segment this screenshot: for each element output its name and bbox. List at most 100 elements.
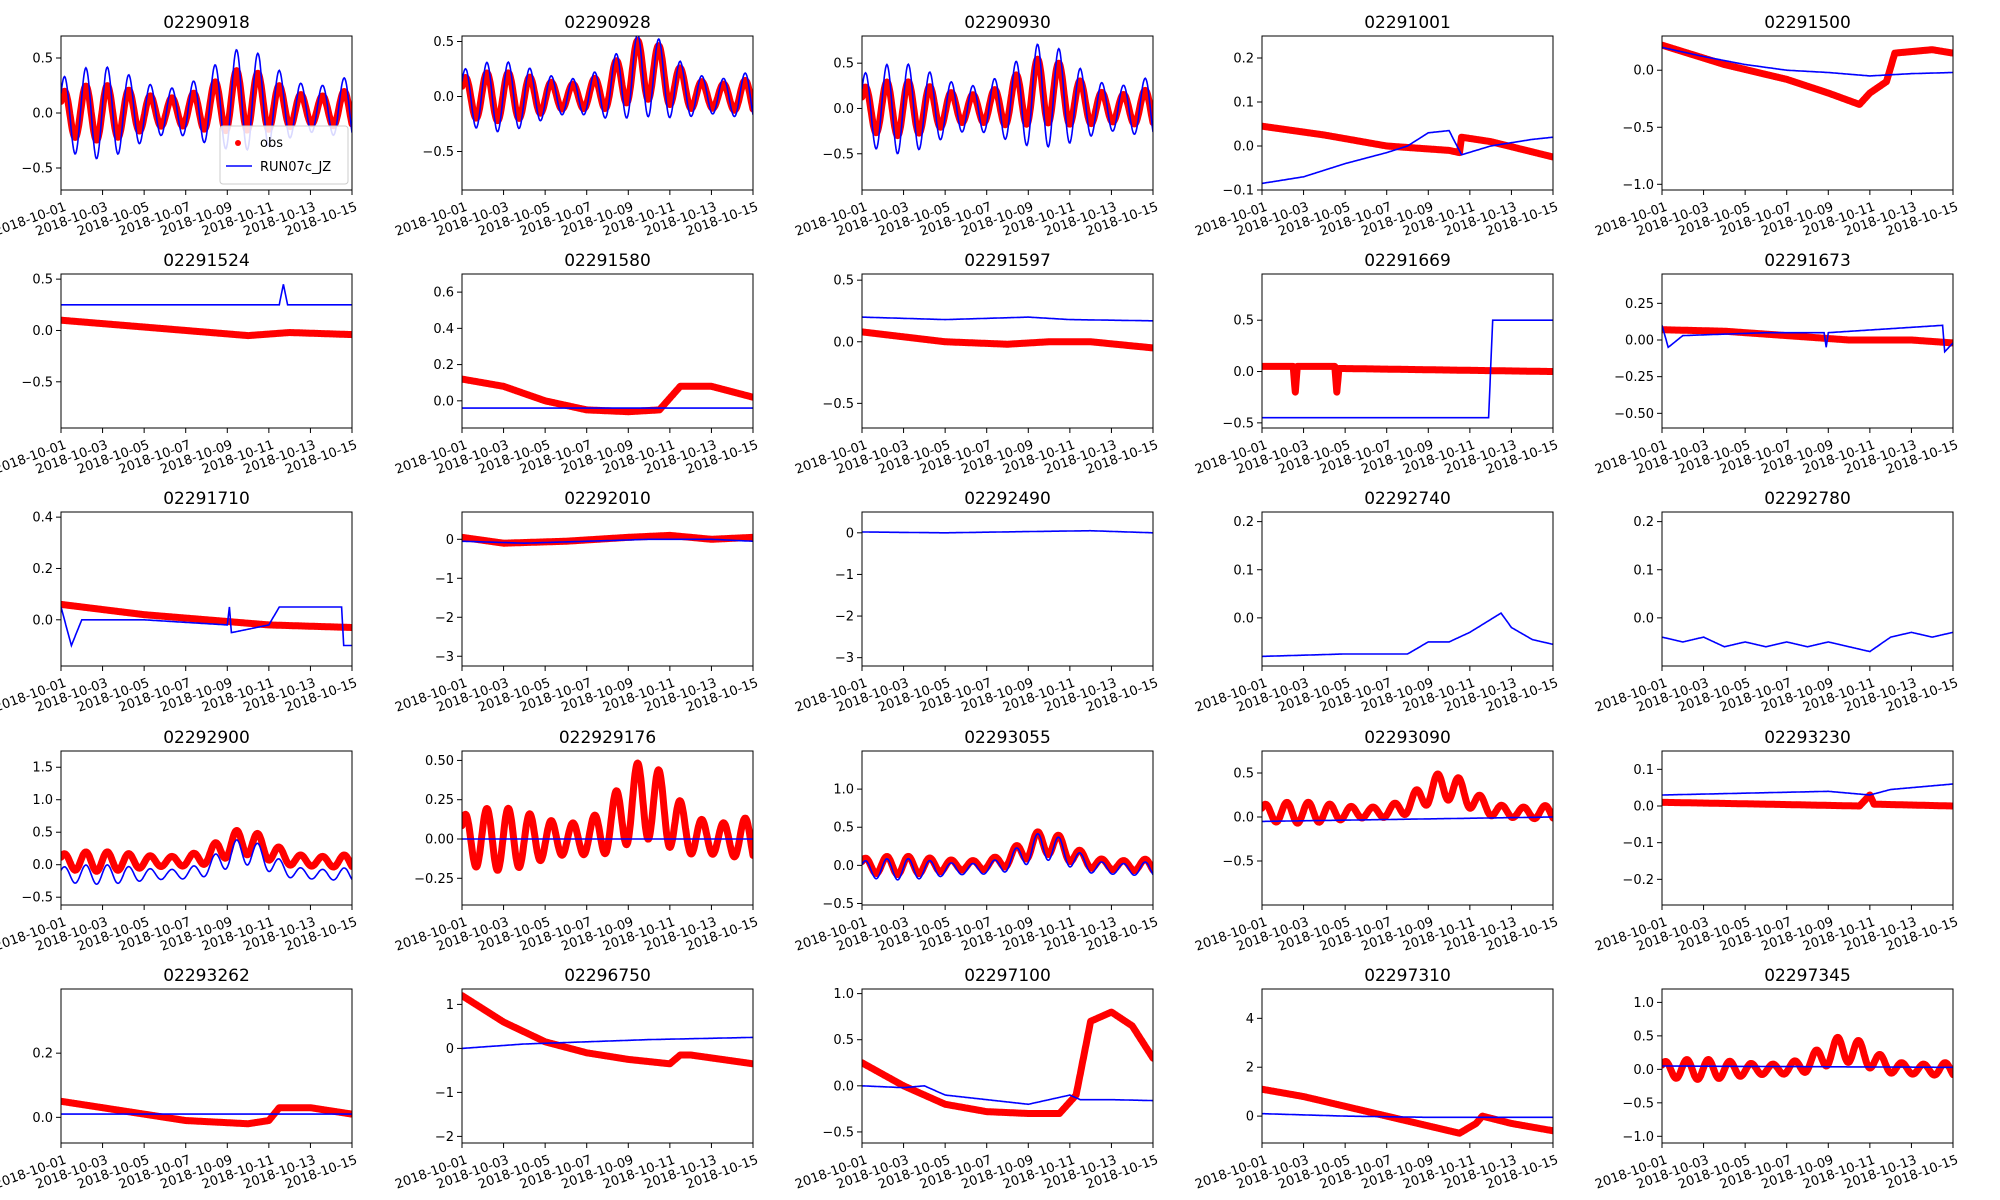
y-tick-label: 0.5	[833, 821, 854, 836]
axes-frame	[60, 988, 353, 1144]
obs-series	[61, 827, 352, 875]
y-tick-label: −0.5	[822, 1125, 854, 1140]
subplot-title: 02291580	[564, 251, 651, 271]
y-tick-label: 0.5	[32, 273, 53, 288]
y-tick-label: 0.0	[32, 613, 53, 628]
y-tick-label: 0	[446, 1042, 454, 1057]
obs-series	[61, 600, 352, 631]
subplot-title: 02293090	[1364, 728, 1451, 748]
y-tick-label: 0.2	[1233, 52, 1254, 67]
model-series	[862, 43, 1153, 155]
y-tick-label: −1	[835, 568, 854, 583]
axes-frame	[861, 35, 1154, 191]
y-tick-label: 0.5	[833, 57, 854, 72]
y-tick-label: −0.25	[414, 872, 454, 887]
y-tick-label: 0.2	[32, 1047, 53, 1062]
subplot-02292740: 022927400.00.10.22018-10-012018-10-03201…	[1193, 489, 1560, 716]
legend-model-label: RUN07c_JZ	[260, 160, 331, 175]
y-tick-label: 0.5	[1233, 314, 1254, 329]
axes-frame	[1661, 511, 1954, 667]
y-tick-label: −0.5	[21, 891, 53, 906]
subplot-title: 02291524	[163, 251, 250, 271]
axes-frame	[1261, 35, 1554, 191]
y-tick-label: 0.0	[1633, 64, 1654, 79]
axes-frame	[461, 511, 754, 667]
obs-series	[862, 828, 1153, 878]
y-tick-label: −2	[435, 611, 454, 626]
y-tick-label: 1.0	[833, 783, 854, 798]
y-tick-label: 1.5	[32, 761, 53, 776]
y-tick-label: −1.0	[1622, 178, 1654, 193]
obs-series	[1662, 791, 1953, 810]
subplot-title: 02293230	[1764, 728, 1851, 748]
y-tick-label: 0.6	[433, 286, 454, 301]
axes-frame	[461, 273, 754, 429]
y-tick-label: 0.5	[32, 826, 53, 841]
subplot-title: 02296750	[564, 966, 651, 986]
obs-series	[61, 316, 352, 340]
subplot-022929176: 022929176−0.250.000.250.502018-10-012018…	[393, 728, 760, 955]
obs-series	[1662, 41, 1953, 108]
y-tick-label: 0.5	[1633, 1029, 1654, 1044]
y-tick-label: −0.5	[21, 375, 53, 390]
subplot-title: 02291669	[1364, 251, 1451, 271]
y-tick-label: 0.25	[425, 793, 454, 808]
subplot-02291001: 02291001−0.10.00.10.22018-10-012018-10-0…	[1193, 13, 1560, 240]
y-tick-label: 0.0	[1233, 140, 1254, 155]
obs-series	[462, 37, 753, 125]
axes-frame	[1261, 988, 1554, 1144]
y-tick-label: 0.0	[1633, 1063, 1654, 1078]
y-tick-label: 0.1	[1233, 96, 1254, 111]
y-tick-label: −0.5	[1622, 121, 1654, 136]
subplot-02291673: 02291673−0.50−0.250.000.252018-10-012018…	[1593, 251, 1960, 478]
subplot-title: 02292490	[964, 489, 1051, 509]
obs-series	[1262, 770, 1553, 827]
axes-frame	[1661, 988, 1954, 1144]
subplot-02292490: 02292490−3−2−102018-10-012018-10-032018-…	[793, 489, 1160, 716]
y-tick-label: 0	[1246, 1110, 1254, 1125]
subplot-title: 022929176	[559, 728, 656, 748]
axes-frame	[60, 511, 353, 667]
subplot-title: 02291673	[1764, 251, 1851, 271]
y-tick-label: 0	[446, 533, 454, 548]
subplot-title: 02291500	[1764, 13, 1851, 33]
y-tick-label: −0.1	[1622, 836, 1654, 851]
y-tick-label: 0.0	[433, 90, 454, 105]
y-tick-label: −0.5	[1622, 1096, 1654, 1111]
axes-frame	[1661, 273, 1954, 429]
subplot-02293230: 02293230−0.2−0.10.00.12018-10-012018-10-…	[1593, 728, 1960, 955]
subplot-title: 02292780	[1764, 489, 1851, 509]
y-tick-label: −1	[435, 572, 454, 587]
subplot-02293055: 02293055−0.50.00.51.02018-10-012018-10-0…	[793, 728, 1160, 955]
obs-series	[862, 1008, 1153, 1117]
axes-frame	[60, 273, 353, 429]
subplot-title: 02297345	[1764, 966, 1851, 986]
subplot-title: 02297100	[964, 966, 1051, 986]
model-series	[61, 48, 352, 160]
y-tick-label: 0.0	[833, 102, 854, 117]
subplot-02292010: 02292010−3−2−102018-10-012018-10-032018-…	[393, 489, 760, 716]
y-tick-label: 1.0	[1633, 996, 1654, 1011]
y-tick-label: 0.0	[1233, 811, 1254, 826]
subplot-02292780: 022927800.00.10.22018-10-012018-10-03201…	[1593, 489, 1960, 716]
subplot-title: 02290928	[564, 13, 651, 33]
y-tick-label: 0.0	[833, 859, 854, 874]
subplot-02291580: 022915800.00.20.40.62018-10-012018-10-03…	[393, 251, 760, 478]
y-tick-label: −0.1	[1222, 184, 1254, 199]
model-series	[61, 606, 352, 648]
model-series	[1262, 129, 1553, 185]
y-tick-label: −0.5	[422, 145, 454, 160]
y-tick-label: −0.2	[1622, 873, 1654, 888]
obs-series	[1262, 362, 1553, 396]
y-tick-label: −0.5	[822, 147, 854, 162]
model-series	[1662, 1065, 1953, 1069]
y-tick-label: 0.0	[32, 858, 53, 873]
y-tick-label: 0.2	[1233, 515, 1254, 530]
axes-frame	[461, 35, 754, 191]
subplot-title: 02293055	[964, 728, 1051, 748]
obs-series	[1662, 1033, 1953, 1083]
subplot-02293262: 022932620.00.22018-10-012018-10-032018-1…	[0, 966, 359, 1193]
model-series	[862, 1084, 1153, 1106]
model-series	[862, 529, 1153, 534]
model-series	[1662, 783, 1953, 796]
